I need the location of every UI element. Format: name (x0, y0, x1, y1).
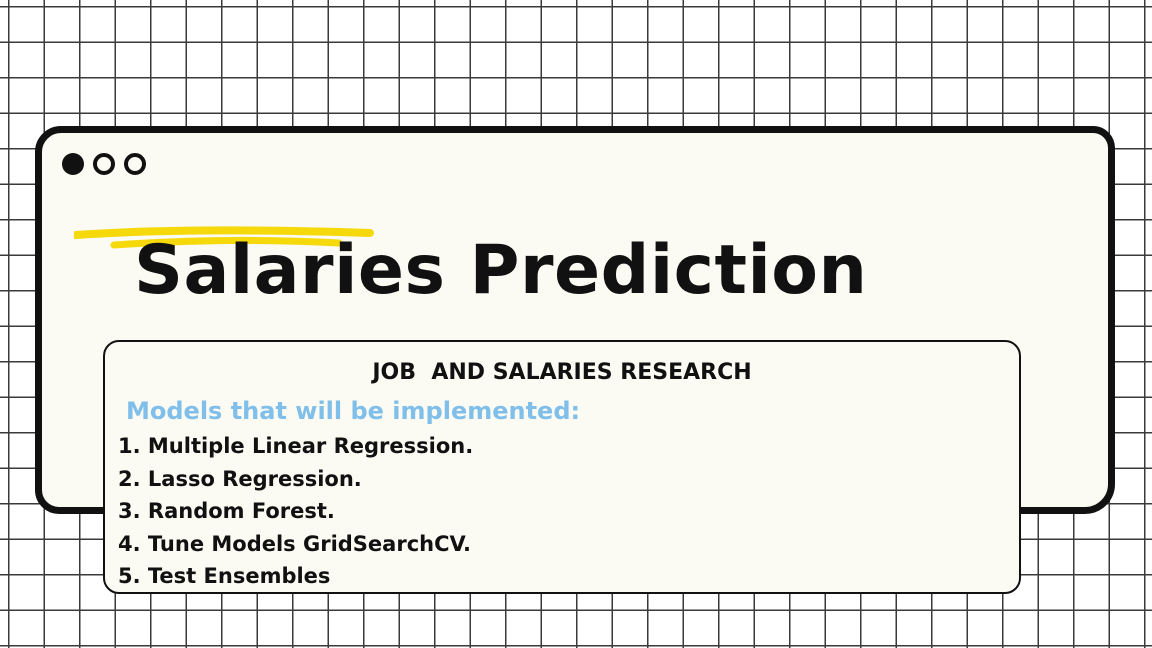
model-list: 1. Multiple Linear Regression. 2. Lasso … (118, 430, 473, 593)
window-dot-outline-icon (124, 153, 146, 175)
card-subheading: Models that will be implemented: (126, 397, 581, 425)
list-item: 4. Tune Models GridSearchCV. (118, 531, 472, 556)
research-card: JOB AND SALARIES RESEARCH Models that wi… (103, 340, 1021, 594)
list-item: 1. Multiple Linear Regression. (118, 434, 474, 458)
window-dot-filled-icon (62, 153, 84, 175)
list-item: 3. Random Forest. (118, 499, 335, 523)
list-item: 2. Lasso Regression. (118, 466, 362, 491)
highlight-stroke (74, 226, 374, 249)
window-controls (62, 153, 146, 175)
page-title: Salaries Prediction (134, 231, 868, 310)
card-heading: JOB AND SALARIES RESEARCH (372, 360, 752, 385)
window-dot-outline-icon (93, 153, 115, 175)
list-item: 5. Test Ensembles (118, 564, 331, 588)
